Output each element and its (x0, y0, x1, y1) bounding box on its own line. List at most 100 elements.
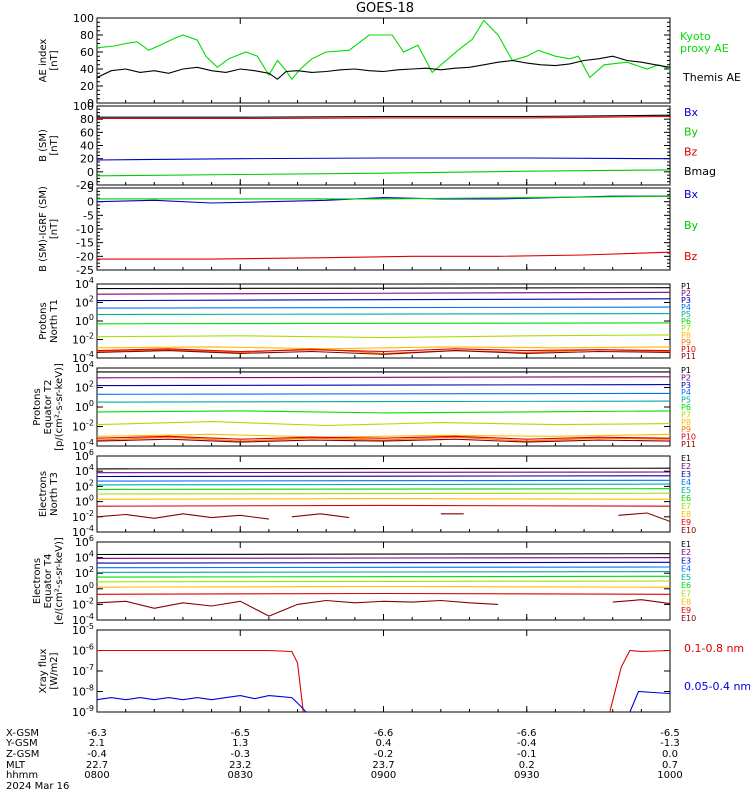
legend-entry: P9 (681, 338, 691, 347)
series-line (97, 575, 670, 578)
y-tick-label: 5 (87, 182, 94, 195)
series-line (97, 599, 670, 617)
legend-entry: P6 (681, 317, 691, 326)
y-axis-label: AE index (38, 39, 49, 83)
y-tick-label: 0 (87, 196, 94, 209)
x-axis-cell: -0.3 (230, 749, 250, 760)
series-line (97, 553, 670, 556)
legend-entry: E2 (681, 462, 691, 471)
series-line (97, 557, 670, 559)
legend-entry: proxy AE (680, 42, 729, 55)
legend-entry: P5 (681, 396, 691, 405)
legend-entry: P7 (681, 324, 691, 333)
x-axis-row-label: MLT (6, 760, 26, 771)
x-axis-cell: -0.4 (87, 749, 107, 760)
y-tick-label: 100 (75, 399, 94, 414)
series-line (97, 483, 670, 486)
legend-entry: P1 (681, 366, 691, 375)
legend-entry: P10 (681, 433, 696, 442)
legend-entry: Bx (684, 188, 699, 201)
y-tick-label: 104 (75, 550, 94, 565)
legend-entry: P5 (681, 310, 691, 319)
y-tick-label: 20 (80, 80, 94, 93)
y-tick-label: 10-2 (72, 332, 94, 347)
y-axis-label: B (SM)-IGRF (SM) (38, 186, 49, 272)
legend-entry: 0.05-0.4 nm (684, 680, 750, 693)
series-line (97, 114, 670, 118)
y-tick-label: 106 (75, 448, 94, 463)
series-line (97, 400, 670, 403)
y-axis-label: North T3 (49, 472, 60, 516)
y-axis-label: Equator T4 (43, 554, 54, 609)
x-axis-row-label: Z-GSM (6, 749, 39, 760)
y-tick-label: 100 (73, 12, 94, 25)
x-axis-cell: 23.2 (229, 760, 251, 771)
y-tick-label: 100 (73, 100, 94, 113)
y-axis-label: Protons (32, 388, 43, 425)
series-line (97, 298, 670, 302)
series-line (97, 561, 670, 564)
legend-entry: E7 (681, 589, 691, 598)
legend-entry: E6 (681, 494, 691, 503)
series-line (97, 313, 670, 316)
series-line (97, 571, 670, 573)
series-line (97, 195, 670, 200)
y-axis-label: [nT] (49, 219, 60, 239)
y-tick-label: 0 (87, 166, 94, 179)
y-tick-label: 106 (75, 534, 94, 549)
x-axis-cell: 0900 (371, 770, 396, 781)
series-line (97, 498, 670, 500)
legend-entry: P6 (681, 403, 691, 412)
series-line (97, 504, 670, 507)
series-line (97, 348, 670, 354)
y-tick-label: 102 (75, 380, 94, 395)
legend-entry: P4 (681, 388, 691, 397)
y-tick-label: 60 (80, 46, 94, 59)
x-axis-cell: 0.4 (376, 738, 392, 749)
series-line (97, 376, 670, 379)
series-line (97, 690, 670, 712)
y-tick-label: 10-7 (72, 663, 94, 678)
x-axis-cell: -6.6 (517, 728, 537, 739)
legend-entry: By (684, 126, 699, 139)
series-line (97, 492, 670, 495)
series-line (97, 384, 670, 387)
y-tick-label: 10-5 (72, 622, 94, 637)
legend-entry: E6 (681, 581, 691, 590)
y-axis-label: [nT] (49, 135, 60, 155)
y-tick-label: 100 (75, 581, 94, 596)
y-axis-label: Electrons (38, 471, 49, 517)
legend-entry: P8 (681, 331, 691, 340)
legend-entry: P2 (681, 289, 691, 298)
y-tick-label: 80 (80, 113, 94, 126)
legend-entry: P11 (681, 352, 696, 361)
chart-title: GOES-18 (356, 1, 414, 16)
y-tick-label: -10 (76, 223, 94, 236)
y-tick-label: 20 (80, 153, 94, 166)
series-line (97, 479, 670, 482)
series-line (97, 436, 670, 442)
x-axis-cell: 0930 (514, 770, 539, 781)
series-line (97, 157, 670, 161)
y-tick-label: -20 (76, 250, 94, 263)
legend-entry: Kyoto (680, 30, 711, 43)
legend-entry: E5 (681, 486, 691, 495)
x-axis-cell: 23.7 (372, 760, 394, 771)
legend-entry: E10 (681, 614, 696, 623)
legend-entry: E3 (681, 556, 691, 565)
legend-entry: E1 (681, 540, 691, 549)
y-tick-label: 0 (87, 97, 94, 110)
x-axis-cell: -0.4 (517, 738, 537, 749)
series-line (97, 566, 670, 569)
legend-entry: Bmag (684, 165, 716, 178)
y-tick-label: 102 (75, 295, 94, 310)
series-line (97, 471, 670, 474)
series-line (97, 585, 670, 588)
